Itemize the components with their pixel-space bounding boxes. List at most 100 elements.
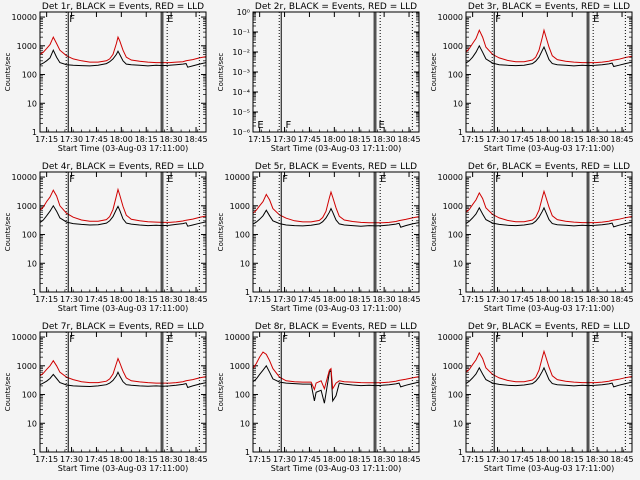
x-tick-label: 17:30: [60, 455, 83, 464]
x-tick-label: 17:45: [511, 135, 534, 144]
marker-label: F: [495, 14, 501, 25]
series-group: [40, 357, 206, 389]
y-tick-label: 10⁻³: [232, 68, 250, 77]
x-tick-label: 18:00: [536, 135, 559, 144]
marker-label: E: [380, 174, 386, 185]
y-axis-label: Counts/sec: [4, 213, 12, 252]
x-tick-label: 18:30: [160, 455, 183, 464]
series-group: [40, 187, 206, 227]
plot-frame: [252, 171, 420, 293]
x-tick-label: 18:30: [373, 455, 396, 464]
marker-label: E: [167, 14, 173, 25]
y-tick-label: 10: [240, 259, 250, 268]
y-tick-label: 10: [453, 99, 463, 108]
x-axis-label: Start Time (03-Aug-03 17:11:00): [271, 464, 402, 473]
marker-label: E: [167, 174, 173, 185]
x-tick-label: 18:00: [323, 135, 346, 144]
x-tick-label: 17:30: [486, 135, 509, 144]
x-tick-label: 17:45: [511, 455, 534, 464]
y-tick-label: 100: [448, 391, 463, 400]
chart-panel-4: Det 4r, BLACK = Events, RED = LLD 1 10 100 1…: [4, 162, 208, 313]
x-tick-label: 18:30: [373, 295, 396, 304]
plot-frame: [252, 11, 420, 133]
x-tick-label: 17:45: [298, 135, 321, 144]
y-tick-label: 10000: [12, 13, 37, 22]
x-tick-label: 17:15: [461, 135, 484, 144]
y-tick-label: 1000: [17, 42, 37, 51]
y-axis-label: Counts/sec: [430, 373, 438, 412]
y-tick-label: 1: [458, 288, 463, 297]
x-tick-label: 18:00: [110, 135, 133, 144]
x-axis-label: Start Time (03-Aug-03 17:11:00): [271, 304, 402, 313]
y-tick-label: 1: [245, 288, 250, 297]
series-group: [40, 35, 206, 68]
marker-label: F: [282, 174, 288, 185]
x-tick-label: 18:15: [348, 135, 371, 144]
x-axis-label: Start Time (03-Aug-03 17:11:00): [58, 144, 189, 153]
series-group: [253, 351, 419, 404]
panel-title: Det 2r, BLACK = Events, RED = LLD: [255, 2, 417, 12]
marker-label: F: [69, 14, 75, 25]
x-tick-label: 18:15: [135, 135, 158, 144]
y-tick-label: 10000: [225, 333, 250, 342]
x-tick-label: 18:45: [611, 295, 634, 304]
y-tick-label: 10: [27, 259, 37, 268]
x-tick-label: 17:15: [248, 135, 271, 144]
panel-title: Det 5r, BLACK = Events, RED = LLD: [255, 162, 417, 172]
x-tick-label: 18:00: [110, 455, 133, 464]
x-tick-label: 17:45: [298, 455, 321, 464]
x-tick-label: 17:30: [273, 135, 296, 144]
y-tick-label: 1: [458, 448, 463, 457]
y-tick-label: 1: [32, 128, 37, 137]
x-tick-label: 18:00: [110, 295, 133, 304]
marker-label: F: [495, 334, 501, 345]
x-tick-label: 17:30: [273, 455, 296, 464]
marker-label: E: [379, 120, 385, 131]
panel-title: Det 7r, BLACK = Events, RED = LLD: [42, 322, 204, 332]
y-tick-label: 10⁻²: [232, 48, 250, 57]
y-tick-label: 1000: [17, 202, 37, 211]
x-tick-label: 18:45: [611, 455, 634, 464]
x-tick-label: 18:15: [135, 295, 158, 304]
x-tick-label: 18:15: [561, 455, 584, 464]
plot-frame: [465, 331, 633, 453]
y-axis-label: Counts/sec: [430, 213, 438, 252]
x-tick-label: 18:45: [185, 295, 208, 304]
chart-panel-2: Det 2r, BLACK = Events, RED = LLD 10⁰ 10⁻¹…: [217, 2, 421, 153]
x-tick-label: 18:00: [536, 455, 559, 464]
series-line-events: [466, 206, 632, 228]
x-axis-label: Start Time (03-Aug-03 17:11:00): [58, 304, 189, 313]
y-tick-label: 10: [453, 259, 463, 268]
y-tick-label: 10000: [225, 173, 250, 182]
x-tick-label: 17:15: [248, 295, 271, 304]
y-tick-label: 10: [27, 99, 37, 108]
x-tick-label: 18:00: [536, 295, 559, 304]
x-tick-label: 17:15: [248, 455, 271, 464]
y-tick-label: 1000: [443, 42, 463, 51]
y-tick-label: 10000: [12, 173, 37, 182]
x-tick-label: 17:15: [35, 295, 58, 304]
x-axis-label: Start Time (03-Aug-03 17:11:00): [484, 464, 615, 473]
plot-frame: [465, 171, 633, 293]
y-tick-label: 100: [235, 391, 250, 400]
plot-frame: [39, 171, 207, 293]
series-group: [466, 28, 632, 68]
y-tick-label: 1000: [17, 362, 37, 371]
series-line-lld: [40, 357, 206, 384]
y-tick-label: 100: [22, 391, 37, 400]
x-axis-label: Start Time (03-Aug-03 17:11:00): [484, 144, 615, 153]
y-axis-label: Counts/sec: [217, 53, 225, 92]
x-tick-label: 18:15: [348, 295, 371, 304]
x-tick-label: 17:30: [273, 295, 296, 304]
y-axis-label: Counts/sec: [430, 53, 438, 92]
series-line-events: [40, 204, 206, 227]
series-line-events: [253, 364, 419, 404]
marker-label: F: [286, 120, 292, 131]
y-tick-label: 10: [240, 419, 250, 428]
y-tick-label: 1: [32, 448, 37, 457]
x-tick-label: 18:30: [160, 295, 183, 304]
marker-label: E: [593, 334, 599, 345]
x-tick-label: 17:15: [461, 295, 484, 304]
y-tick-label: 10⁻⁴: [232, 88, 250, 97]
marker-label: F: [69, 334, 75, 345]
